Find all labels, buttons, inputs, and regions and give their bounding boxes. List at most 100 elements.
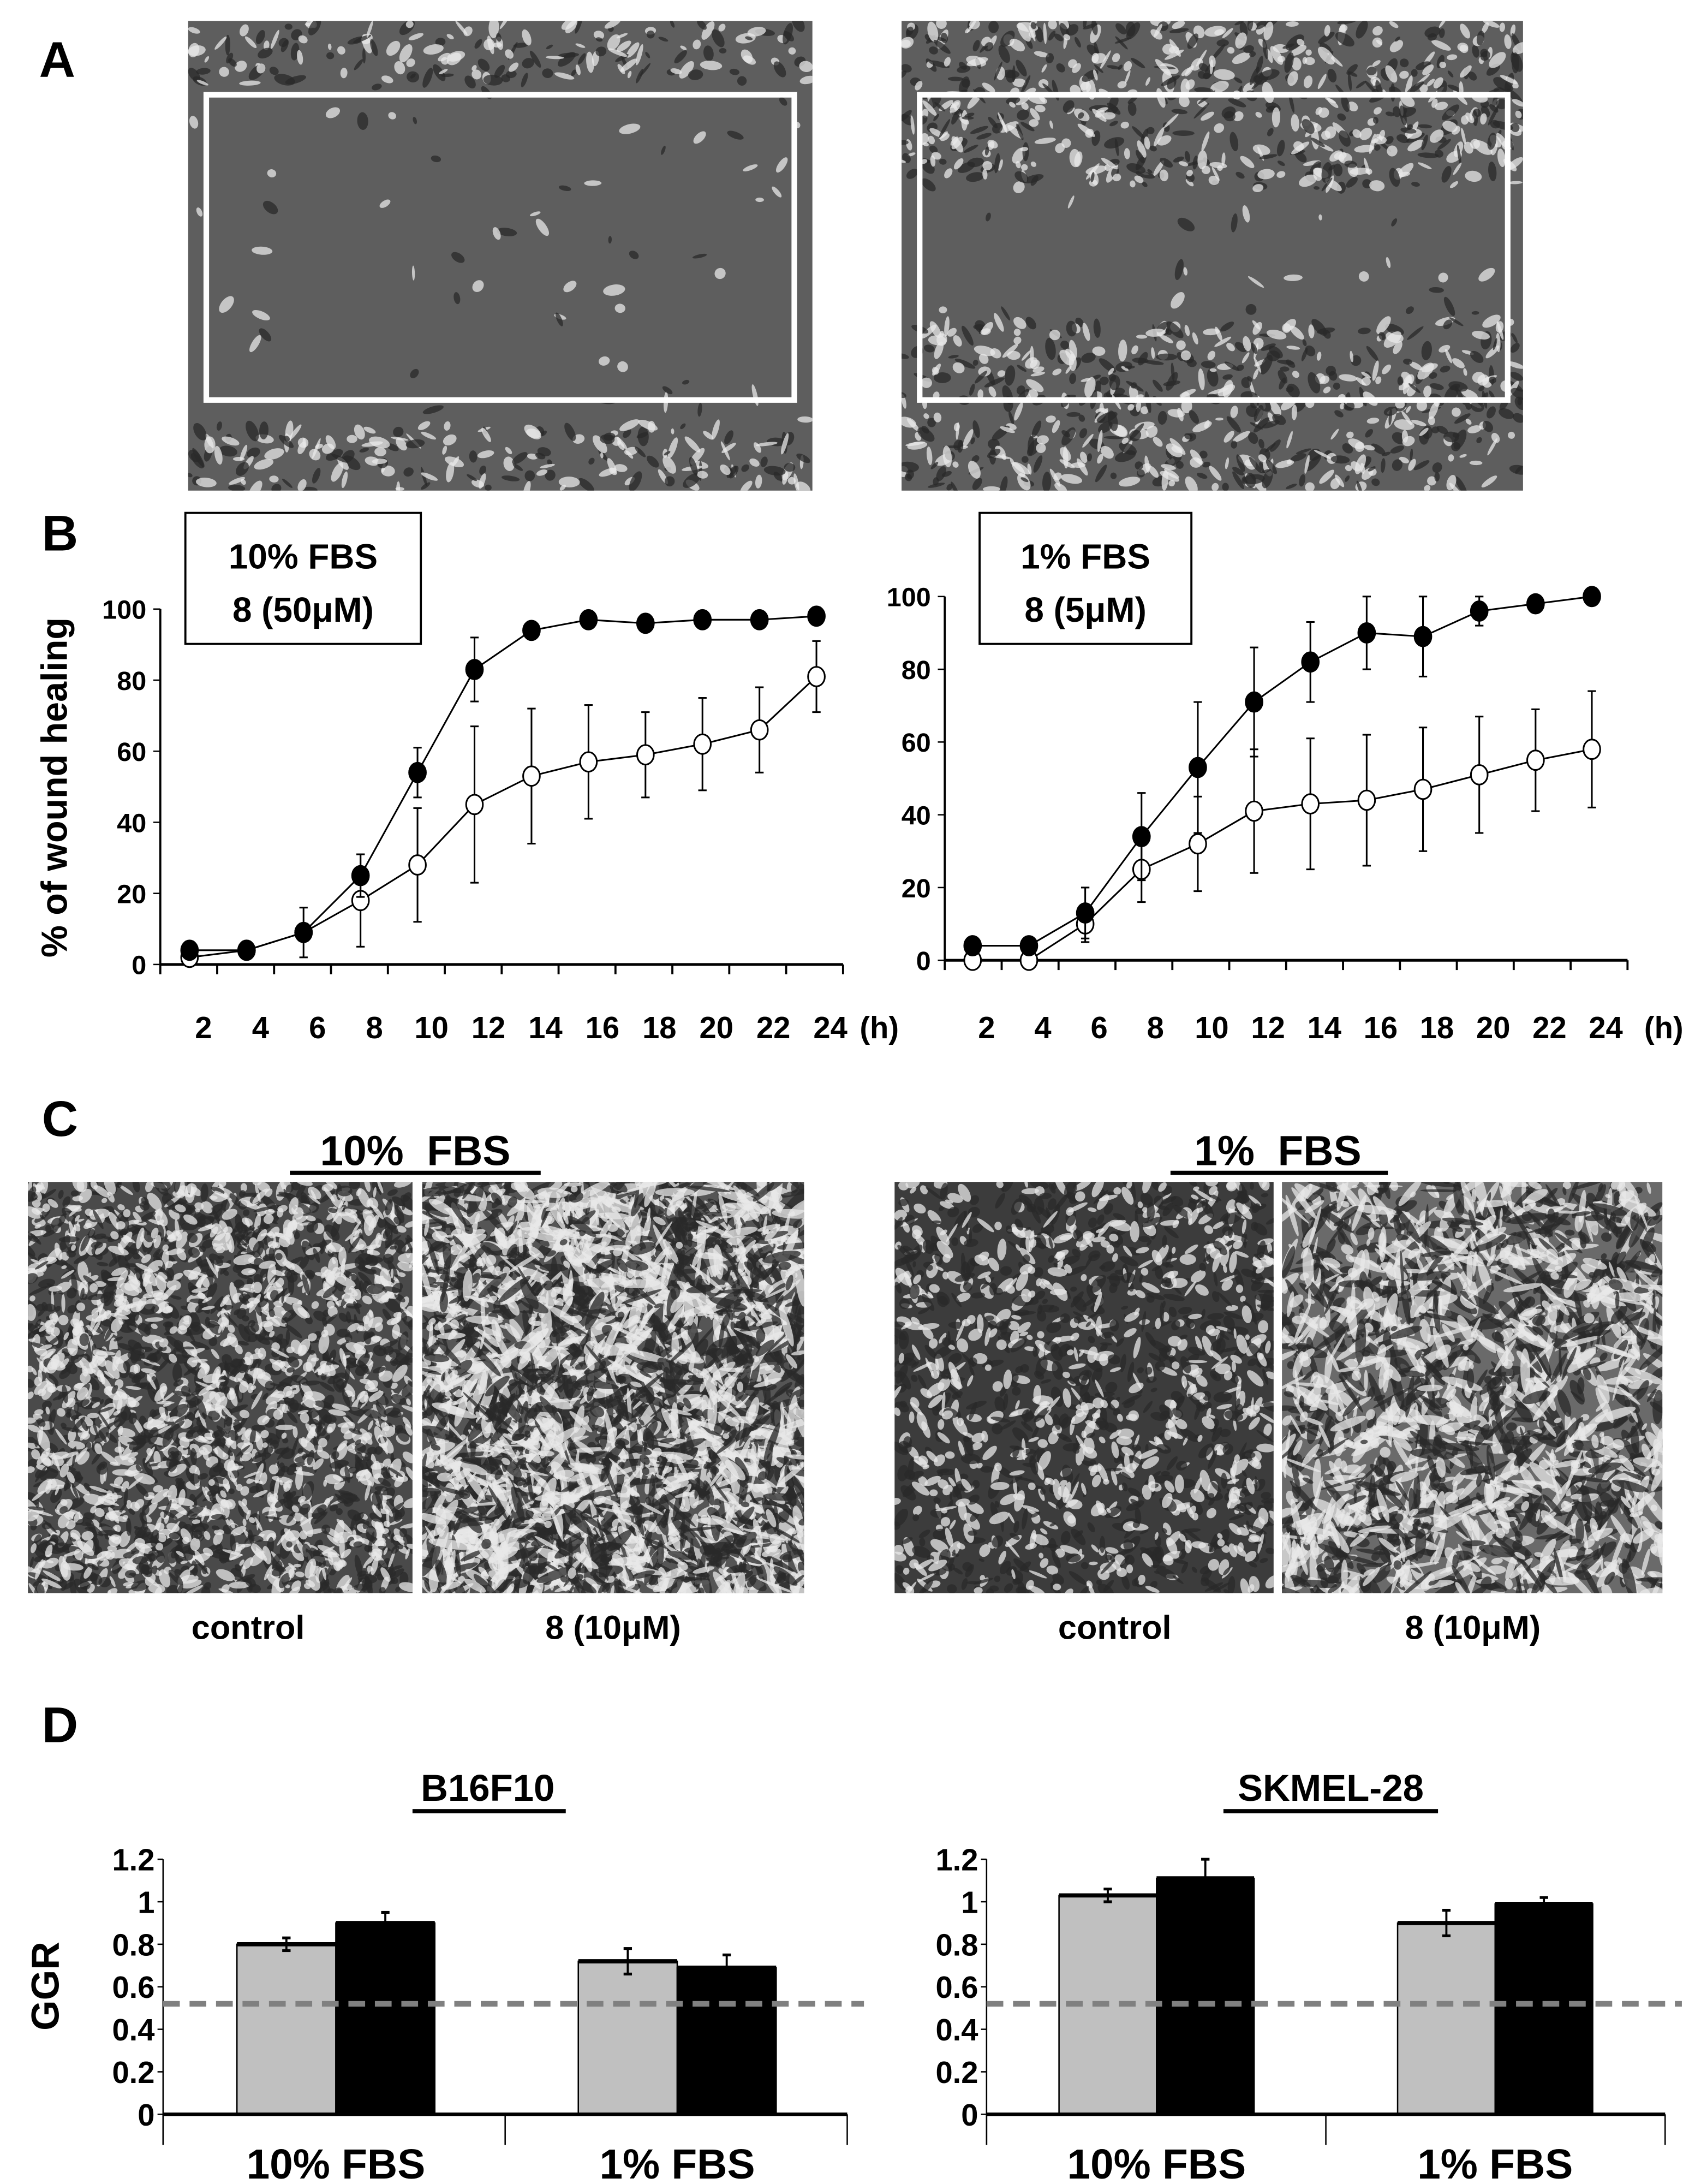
cell: [1428, 401, 1439, 420]
cell: [1078, 414, 1085, 422]
cell: [242, 1519, 247, 1527]
cell: [1303, 160, 1321, 166]
cell: [1485, 345, 1500, 359]
cell: [563, 281, 577, 293]
cell: [930, 462, 939, 469]
cell: [180, 1528, 192, 1543]
cell: [265, 1391, 285, 1405]
cell: [1113, 174, 1121, 182]
cell: [381, 465, 395, 477]
cell: [902, 461, 919, 473]
cell: [373, 1344, 387, 1356]
cell: [1210, 81, 1229, 93]
cell: [202, 1486, 210, 1502]
cell: [1048, 31, 1056, 41]
cell: [380, 1528, 389, 1534]
cell: [259, 421, 268, 439]
cell: [1482, 314, 1501, 328]
cell: [366, 21, 373, 38]
cell: [1207, 367, 1219, 387]
cell: [314, 1511, 328, 1525]
cell: [299, 1530, 308, 1540]
cell: [1145, 329, 1166, 337]
cell: [1508, 431, 1515, 439]
cell: [1337, 113, 1346, 121]
cell: [244, 1352, 254, 1366]
data-point-filled: [1132, 826, 1151, 848]
cell: [85, 1209, 93, 1216]
cell: [326, 1301, 335, 1309]
cell: [423, 44, 444, 55]
cell: [1187, 33, 1199, 49]
series-line: [972, 748, 1592, 961]
cell: [1198, 368, 1205, 390]
cell: [1061, 474, 1083, 484]
cell: [1175, 461, 1184, 469]
cell: [755, 198, 764, 203]
cell: [387, 1549, 396, 1570]
cell: [1308, 324, 1315, 338]
cell: [357, 112, 368, 130]
cell: [1480, 113, 1487, 125]
cell: [399, 44, 413, 63]
cell: [327, 1588, 335, 1592]
cell: [1286, 431, 1293, 449]
cell: [939, 331, 945, 338]
cell: [55, 1429, 67, 1445]
cell: [1349, 168, 1370, 175]
cell: [1166, 321, 1184, 338]
cell: [61, 1270, 75, 1279]
cell: [109, 1255, 121, 1267]
cell: [1291, 45, 1307, 56]
cell: [301, 486, 318, 491]
cell: [1431, 98, 1438, 108]
cell: [1267, 128, 1274, 136]
cell: [208, 1337, 218, 1347]
cell: [219, 296, 234, 313]
cell: [1339, 130, 1351, 147]
cell: [747, 27, 766, 37]
cell: [968, 461, 981, 479]
cell: [328, 1242, 343, 1252]
cell: [1460, 23, 1471, 39]
cell: [278, 38, 289, 47]
cell: [1001, 120, 1007, 134]
cell: [1372, 79, 1377, 86]
cell: [408, 33, 424, 40]
cell: [287, 1411, 298, 1424]
cell: [636, 44, 643, 66]
cell: [182, 1455, 191, 1468]
cell: [1012, 147, 1026, 164]
cell: [1472, 331, 1490, 340]
cell: [950, 136, 959, 146]
cell: [947, 328, 957, 337]
cell: [372, 84, 382, 91]
cell: [451, 252, 465, 263]
cell: [91, 1417, 98, 1436]
cell: [56, 1408, 65, 1417]
cell: [93, 1185, 110, 1198]
cell: [779, 97, 787, 106]
cell: [372, 459, 387, 465]
cell: [1387, 145, 1398, 157]
cell: [1441, 166, 1452, 183]
cell: [1383, 331, 1402, 348]
cell: [1172, 21, 1185, 29]
cell: [1364, 445, 1375, 451]
cell: [1354, 145, 1375, 153]
cell: [662, 456, 677, 474]
cell: [1463, 368, 1467, 376]
cell: [1213, 69, 1235, 80]
data-point-filled: [1019, 935, 1038, 956]
cell: [1054, 33, 1064, 41]
cell: [626, 42, 640, 58]
cell: [383, 1253, 394, 1264]
cell: [240, 1543, 252, 1548]
cell: [353, 1583, 371, 1591]
cell: [1345, 465, 1352, 472]
cell: [169, 1420, 185, 1433]
cell: [1421, 363, 1438, 373]
cell: [1194, 87, 1213, 93]
cell: [276, 1193, 292, 1197]
data-point-open: [408, 854, 427, 876]
